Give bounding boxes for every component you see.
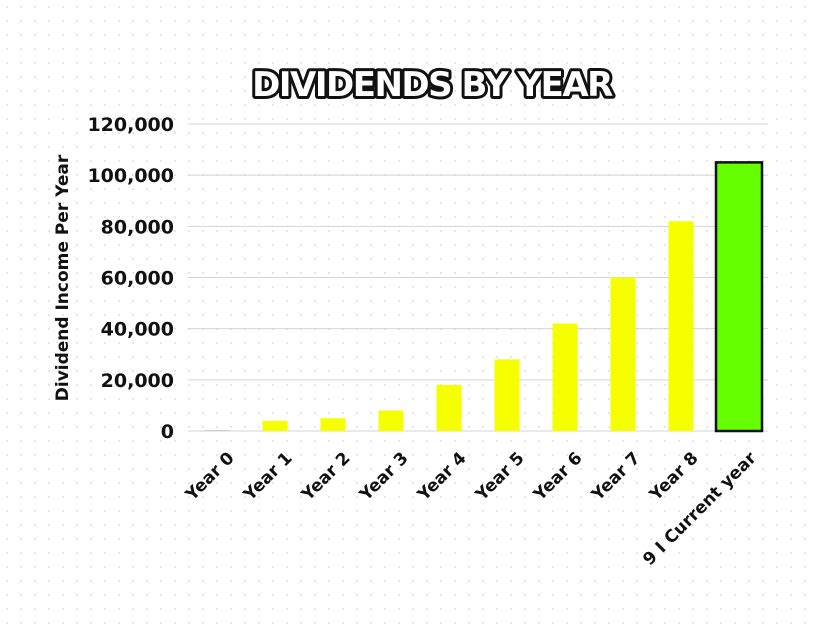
bar [262, 420, 288, 431]
x-tick-label: Year 7 [587, 448, 644, 505]
x-tick-label: Year 6 [529, 448, 586, 505]
bar [378, 410, 404, 431]
y-tick-label: 100,000 [87, 165, 174, 187]
x-tick-label: Year 1 [239, 448, 296, 505]
bar [436, 384, 462, 431]
y-tick-label: 40,000 [101, 319, 174, 341]
x-tick-label: Year 5 [471, 448, 528, 505]
bar [204, 429, 230, 431]
y-tick-label: 20,000 [101, 370, 174, 392]
chart-title: DIVIDENDS BY YEAR [252, 65, 613, 105]
gridlines [188, 123, 768, 432]
bar-current-year [714, 161, 764, 433]
x-axis-ticks: Year 0 Year 1 Year 2 Year 3 Year 4 Year 5 Year… [181, 448, 761, 570]
y-axis-ticks: 0 20,000 40,000 60,000 80,000 100,000 120,000 [87, 114, 174, 443]
x-tick-label: Year 3 [355, 448, 412, 505]
x-tick-label: 9 I Current year [639, 448, 761, 570]
bar [552, 323, 578, 431]
y-tick-label: 0 [161, 421, 174, 443]
x-tick-label: Year 8 [645, 448, 702, 505]
y-axis-label: Dividend Income Per Year [53, 154, 73, 401]
y-tick-label: 120,000 [87, 114, 174, 136]
bar [494, 359, 520, 431]
bars [204, 161, 764, 433]
bar [320, 418, 346, 431]
x-tick-label: Year 4 [413, 448, 470, 505]
y-tick-label: 80,000 [101, 216, 174, 238]
bar [610, 277, 636, 431]
x-tick-label: Year 2 [297, 448, 354, 505]
y-tick-label: 60,000 [101, 268, 174, 290]
x-tick-label: Year 0 [181, 448, 238, 505]
bar [668, 221, 694, 431]
